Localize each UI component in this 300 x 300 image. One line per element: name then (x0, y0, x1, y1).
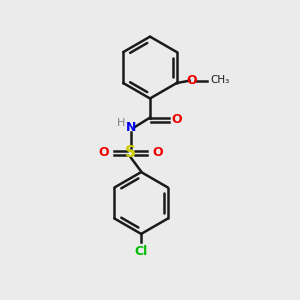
Text: O: O (153, 146, 163, 159)
Text: O: O (187, 74, 197, 87)
Text: O: O (98, 146, 109, 159)
Text: O: O (171, 113, 181, 126)
Text: H: H (117, 118, 126, 128)
Text: S: S (125, 146, 136, 160)
Text: CH₃: CH₃ (210, 75, 229, 85)
Text: Cl: Cl (134, 245, 148, 258)
Text: N: N (126, 121, 136, 134)
